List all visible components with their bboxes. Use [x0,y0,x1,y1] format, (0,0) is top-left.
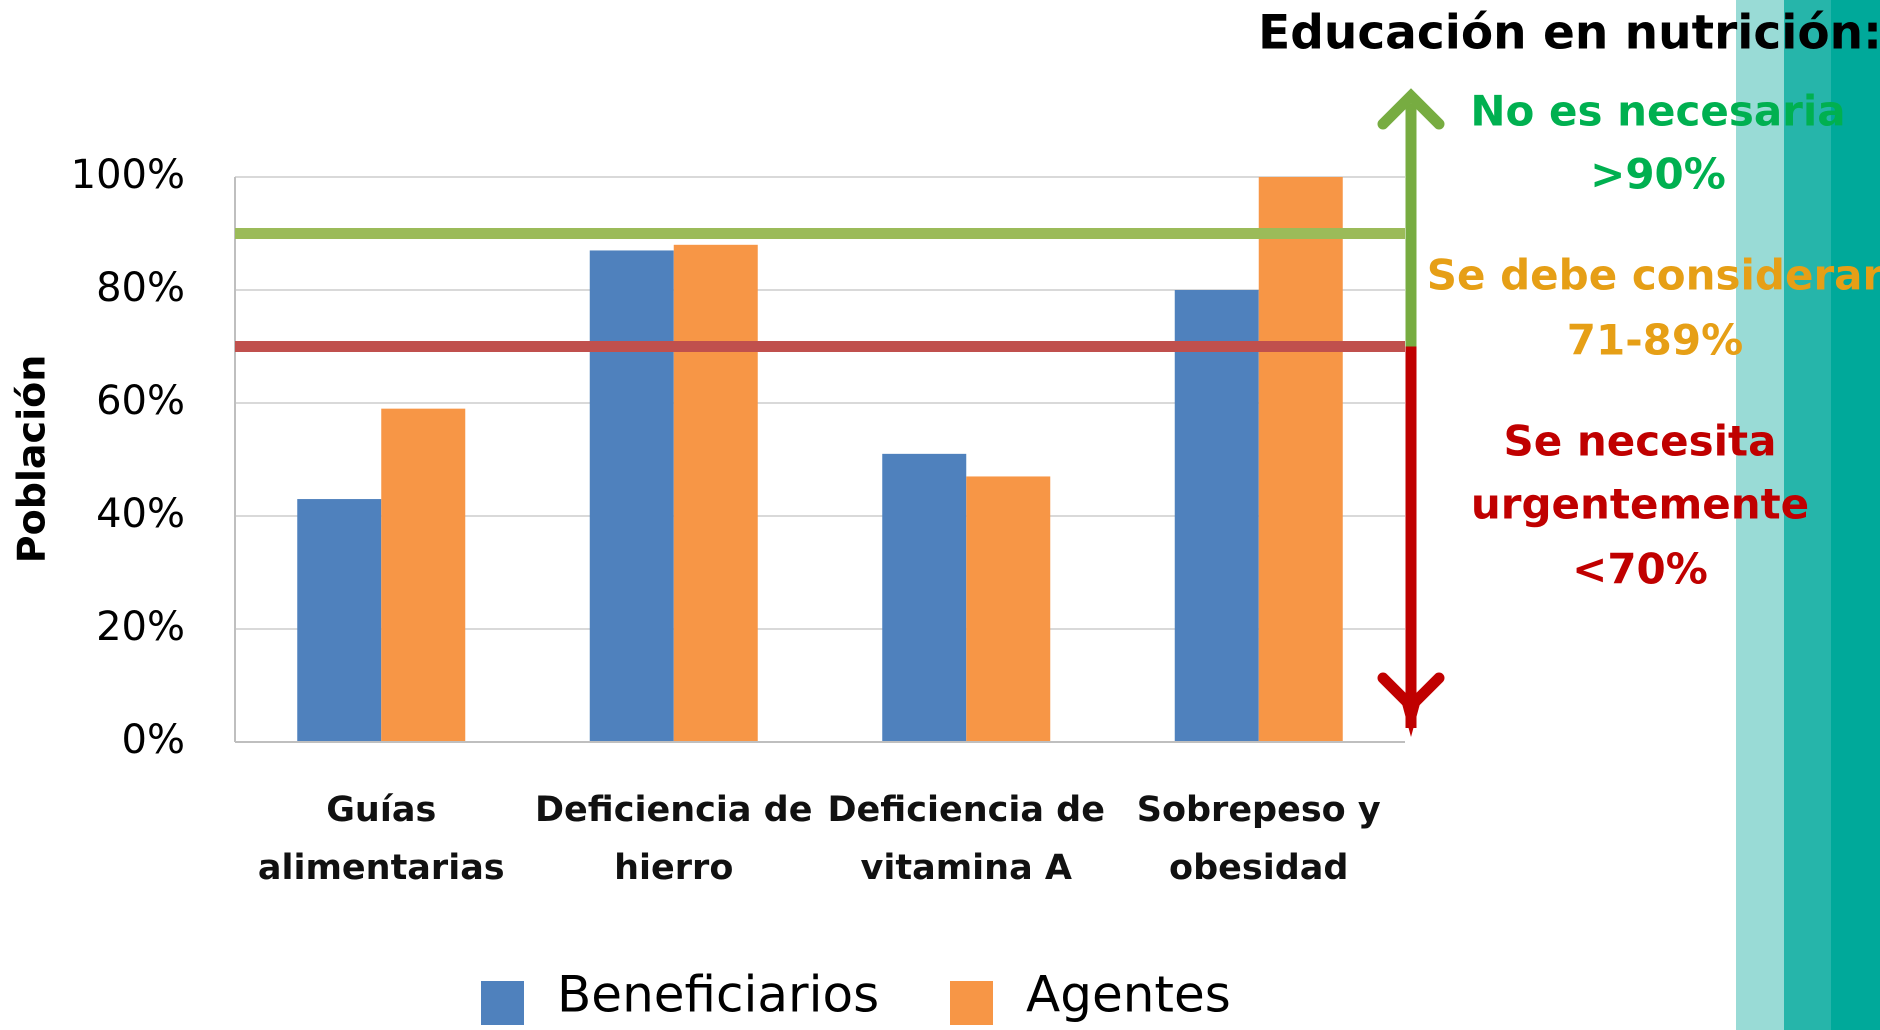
x-tick-label: Guías alimentarias [257,790,505,888]
bar [966,476,1051,742]
bar [297,499,382,742]
legend-label: Agentes [1026,966,1231,1024]
y-tick-label: 100% [71,152,185,198]
annotation: Se necesita [1504,417,1777,466]
stripe [1736,0,1784,1030]
legend-label: Beneficiarios [557,966,879,1024]
bar [882,453,967,742]
y-tick-label: 40% [96,491,185,537]
arrow-head [1401,700,1421,737]
stripe [1784,0,1831,1030]
annotation: >90% [1590,150,1726,199]
y-tick-label: 0% [122,717,185,763]
bar [1174,290,1259,742]
annotation: No es necesaria [1470,87,1845,136]
annotation: Se debe considerar [1427,251,1880,300]
stripe [1831,0,1880,1030]
x-tick-label: Sobrepeso y obesidad [1136,790,1381,888]
legend-swatch [950,981,993,1025]
x-tick-label: Deficiencia de hierro [535,790,813,888]
bar [1258,177,1343,742]
y-tick-label: 60% [96,378,185,424]
y-tick-label: 80% [96,265,185,311]
annotation: urgentemente [1471,480,1809,529]
arrow-head [1377,88,1445,130]
bar [673,244,758,743]
x-tick-label: Deficiencia de vitamina A [827,790,1105,888]
bar [589,250,674,742]
legend-swatch [481,981,524,1025]
chart-title: Educación en nutrición: [1258,6,1880,61]
annotation: <70% [1572,545,1708,594]
bar [381,408,466,742]
y-tick-label: 20% [96,604,185,650]
y-axis-label: Población [10,355,54,564]
annotation: 71-89% [1567,316,1743,365]
